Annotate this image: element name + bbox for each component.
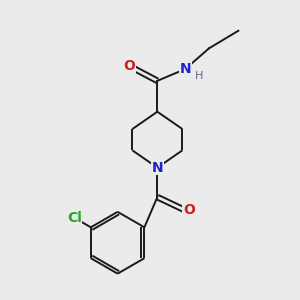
Text: N: N (179, 62, 191, 76)
Text: O: O (124, 59, 135, 73)
Text: Cl: Cl (67, 211, 82, 225)
Text: N: N (152, 161, 163, 175)
Text: H: H (195, 71, 204, 81)
Text: O: O (183, 203, 195, 218)
